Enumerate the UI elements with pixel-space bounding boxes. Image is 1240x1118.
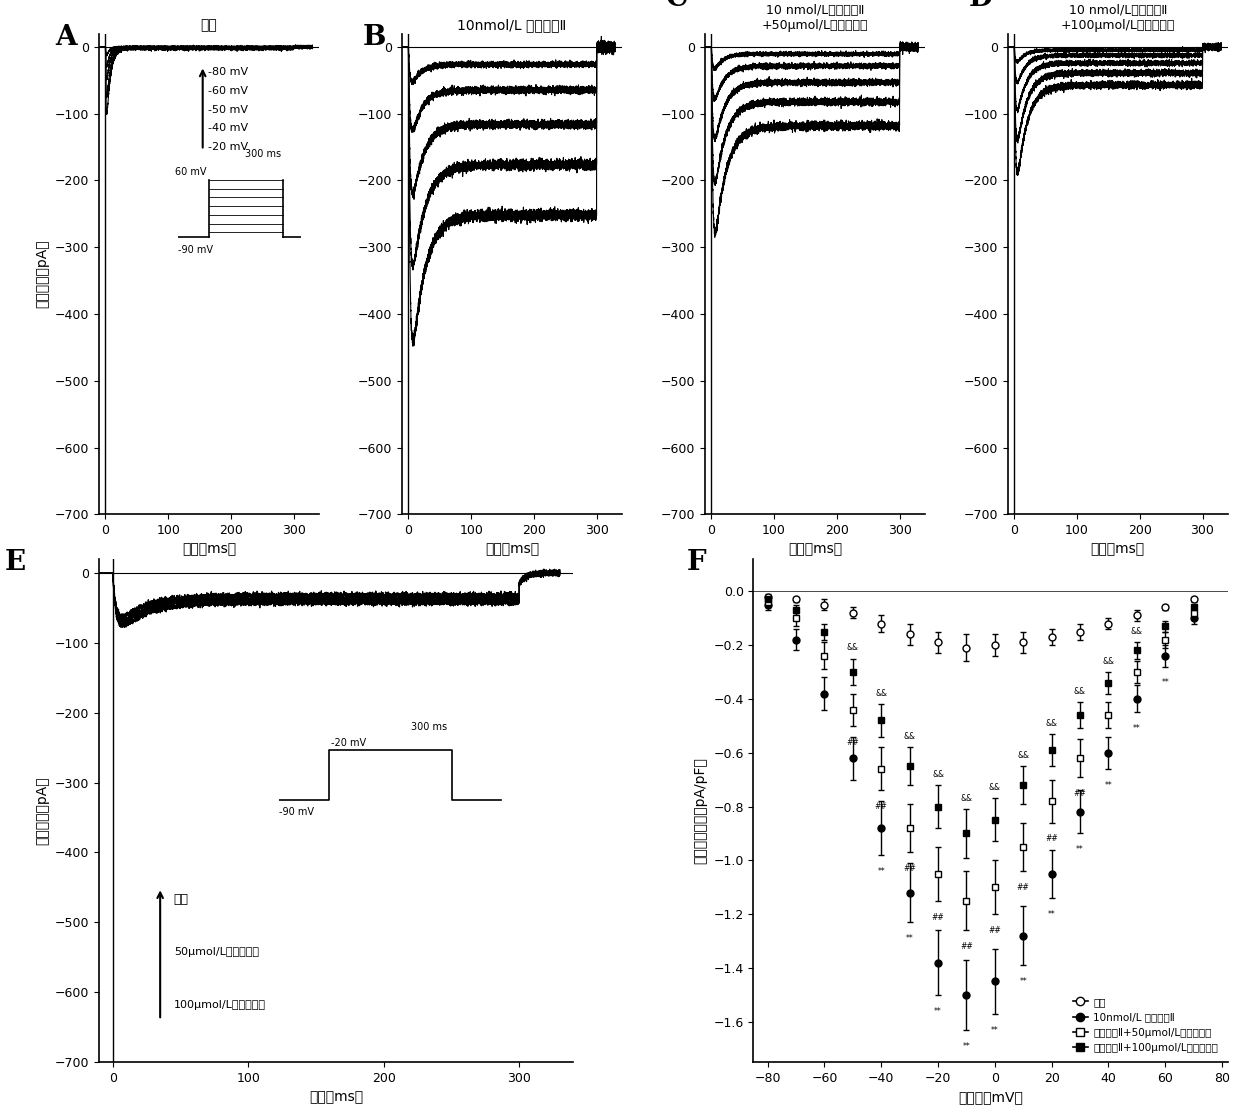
Text: **: ** — [1076, 845, 1084, 854]
Text: &&: && — [1131, 627, 1143, 636]
X-axis label: 时间（ms）: 时间（ms） — [1091, 542, 1145, 557]
Text: E: E — [5, 549, 26, 576]
Title: 10 nmol/L海葵毒素Ⅱ
+100μmol/L鱼腾草素錢: 10 nmol/L海葵毒素Ⅱ +100μmol/L鱼腾草素錢 — [1060, 4, 1176, 32]
Text: &&: && — [904, 732, 915, 741]
Text: -20 mV: -20 mV — [208, 142, 248, 152]
Text: &&: && — [988, 784, 1001, 793]
Y-axis label: 晩钓电流（pA）: 晩钓电流（pA） — [36, 239, 50, 309]
Text: &&: && — [961, 794, 972, 803]
Text: **: ** — [1019, 977, 1027, 986]
Text: ##: ## — [1074, 789, 1086, 798]
Text: &&: && — [1102, 657, 1115, 666]
Text: ##: ## — [903, 864, 916, 873]
Text: -60 mV: -60 mV — [208, 86, 248, 96]
X-axis label: 时间（ms）: 时间（ms） — [787, 542, 842, 557]
Text: 50μmol/L鱼腾草素錢: 50μmol/L鱼腾草素錢 — [174, 947, 259, 957]
Text: **: ** — [962, 1042, 970, 1051]
Text: &&: && — [932, 770, 944, 779]
X-axis label: 时间（ms）: 时间（ms） — [309, 1090, 363, 1105]
Text: &&: && — [847, 644, 859, 653]
Legend: 对照, 10nmol/L 海葵毒素Ⅱ, 海葵毒素Ⅱ+50μmol/L鱼腾草素錢, 海葵毒素Ⅱ+100μmol/L鱼腾草素錢: 对照, 10nmol/L 海葵毒素Ⅱ, 海葵毒素Ⅱ+50μmol/L鱼腾草素錢,… — [1069, 993, 1223, 1057]
Title: 对照: 对照 — [201, 18, 217, 32]
Text: A: A — [56, 23, 77, 51]
Text: **: ** — [878, 866, 885, 875]
Text: &&: && — [1074, 686, 1086, 695]
Text: &&: && — [1045, 719, 1058, 728]
Text: D: D — [968, 0, 992, 12]
X-axis label: 膜电压（mV）: 膜电压（mV） — [959, 1090, 1023, 1105]
Text: 对照: 对照 — [174, 893, 188, 906]
Y-axis label: 晩钓电流密度（pA/pF）: 晩钓电流密度（pA/pF） — [693, 757, 708, 864]
Text: ##: ## — [931, 912, 945, 921]
X-axis label: 时间（ms）: 时间（ms） — [485, 542, 539, 557]
Text: ##: ## — [960, 942, 973, 951]
Text: F: F — [687, 549, 707, 576]
Title: 10nmol/L 海葵毒素Ⅱ: 10nmol/L 海葵毒素Ⅱ — [458, 18, 567, 32]
Text: ##: ## — [875, 803, 888, 812]
Text: -80 mV: -80 mV — [208, 67, 248, 77]
Title: 10 nmol/L海葵毒素Ⅱ
+50μmol/L鱼腾草素錢: 10 nmol/L海葵毒素Ⅱ +50μmol/L鱼腾草素錢 — [761, 4, 868, 32]
Text: 100μmol/L鱼腾草素錢: 100μmol/L鱼腾草素錢 — [174, 999, 265, 1010]
Text: **: ** — [1162, 679, 1169, 688]
Text: B: B — [362, 23, 386, 51]
Text: ##: ## — [988, 926, 1001, 935]
Text: ##: ## — [1045, 834, 1058, 843]
Text: **: ** — [991, 1025, 998, 1034]
Text: -40 mV: -40 mV — [208, 123, 248, 133]
Text: **: ** — [1048, 910, 1055, 919]
Text: **: ** — [934, 1006, 942, 1015]
Text: **: ** — [1105, 780, 1112, 789]
Text: **: ** — [905, 934, 914, 944]
Text: ##: ## — [847, 738, 859, 747]
Text: C: C — [666, 0, 688, 12]
Text: &&: && — [1017, 751, 1029, 760]
Text: &&: && — [875, 689, 888, 699]
Text: -50 mV: -50 mV — [208, 105, 248, 115]
Y-axis label: 晩钓电流（pA）: 晩钓电流（pA） — [36, 776, 50, 845]
Text: ##: ## — [1017, 883, 1029, 892]
X-axis label: 时间（ms）: 时间（ms） — [182, 542, 236, 557]
Text: **: ** — [1133, 724, 1141, 733]
